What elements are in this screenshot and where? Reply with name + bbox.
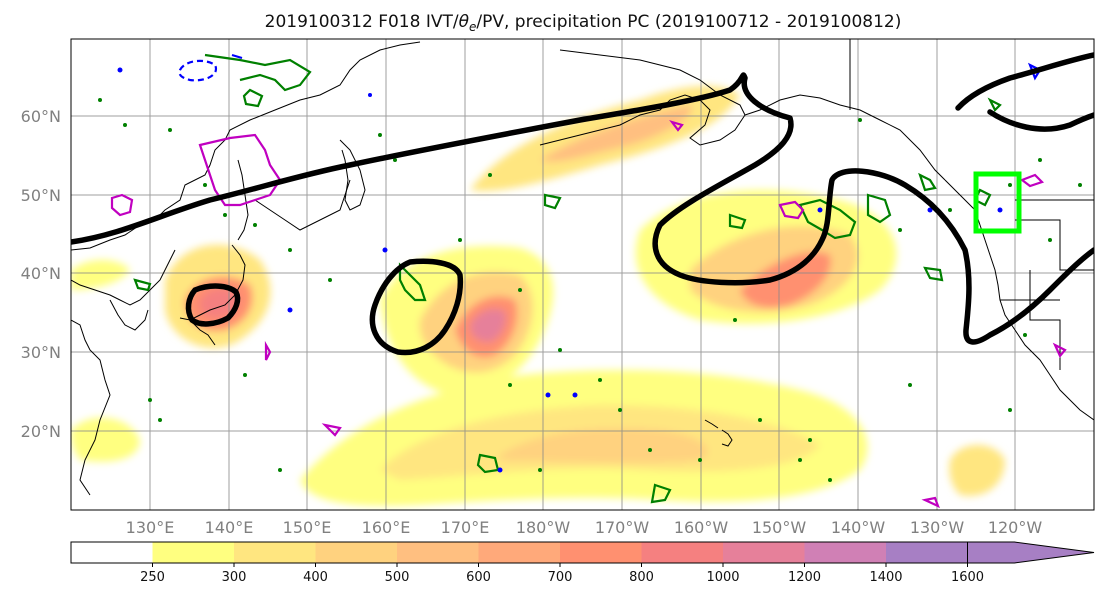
colorbar-tick-label: 400	[303, 570, 328, 585]
precip-pc-contours	[110, 119, 1067, 509]
colorbar-segment	[315, 542, 398, 563]
colorbar: 250 300 400 500 600 700 800 1000 1200 1400 1600	[70, 541, 1095, 585]
colorbar-tick-label: 600	[466, 570, 491, 585]
colorbar-tick-label: 700	[548, 570, 573, 585]
latitude-labels: 60°N 50°N 40°N 30°N 20°N	[21, 107, 61, 441]
lon-label: 140°W	[831, 518, 886, 537]
colorbar-tick-label: 500	[385, 570, 410, 585]
colorbar-tick-label: 800	[629, 570, 654, 585]
colorbar-tick-label: 1400	[869, 570, 902, 585]
lon-label: 130°E	[126, 518, 175, 537]
target-region-box	[973, 171, 1022, 234]
map-area	[71, 39, 1094, 510]
colorbar-tick-label: 1200	[788, 570, 821, 585]
lon-label: 170°E	[441, 518, 490, 537]
colorbar-tick-label: 1600	[951, 570, 984, 585]
colorbar-segment	[723, 542, 805, 563]
colorbar-segment	[886, 542, 968, 563]
colorbar-segment	[560, 542, 642, 563]
lon-label: 130°W	[910, 518, 965, 537]
figure-title: 2019100312 F018 IVT/θe/PV, precipitation…	[265, 12, 902, 34]
colorbar-tick-label: 250	[140, 570, 165, 585]
lat-label: 20°N	[21, 422, 61, 441]
colorbar-segment	[71, 542, 153, 563]
lat-label: 30°N	[21, 343, 61, 362]
lon-label: 150°E	[283, 518, 332, 537]
longitude-labels: 130°E 140°E 150°E 160°E 170°E 180°W 170°…	[126, 518, 1043, 537]
pv-markers	[98, 98, 1082, 482]
colorbar-tick-label: 1000	[706, 570, 739, 585]
colorbar-segment	[641, 542, 724, 563]
lon-label: 160°W	[674, 518, 729, 537]
lon-label: 120°W	[988, 518, 1043, 537]
lon-label: 160°E	[362, 518, 411, 537]
lon-label: 140°E	[205, 518, 254, 537]
colorbar-segment	[478, 542, 561, 563]
lat-label: 40°N	[21, 264, 61, 283]
lon-label: 180°W	[516, 518, 571, 537]
colorbar-frame	[70, 541, 968, 564]
colorbar-segment	[804, 542, 887, 563]
lat-label: 60°N	[21, 107, 61, 126]
colorbar-segment	[397, 542, 479, 563]
colorbar-segment	[234, 542, 316, 563]
pv-negative-markers	[117, 67, 1003, 473]
theta-e-contours	[71, 52, 1094, 356]
colorbar-extension	[967, 541, 1095, 564]
colorbar-segment	[152, 542, 235, 563]
lon-label: 170°W	[595, 518, 650, 537]
map-frame	[70, 38, 1095, 511]
lon-label: 150°W	[752, 518, 807, 537]
lat-label: 50°N	[21, 186, 61, 205]
graticule	[71, 39, 1094, 510]
colorbar-tick-label: 300	[222, 570, 247, 585]
